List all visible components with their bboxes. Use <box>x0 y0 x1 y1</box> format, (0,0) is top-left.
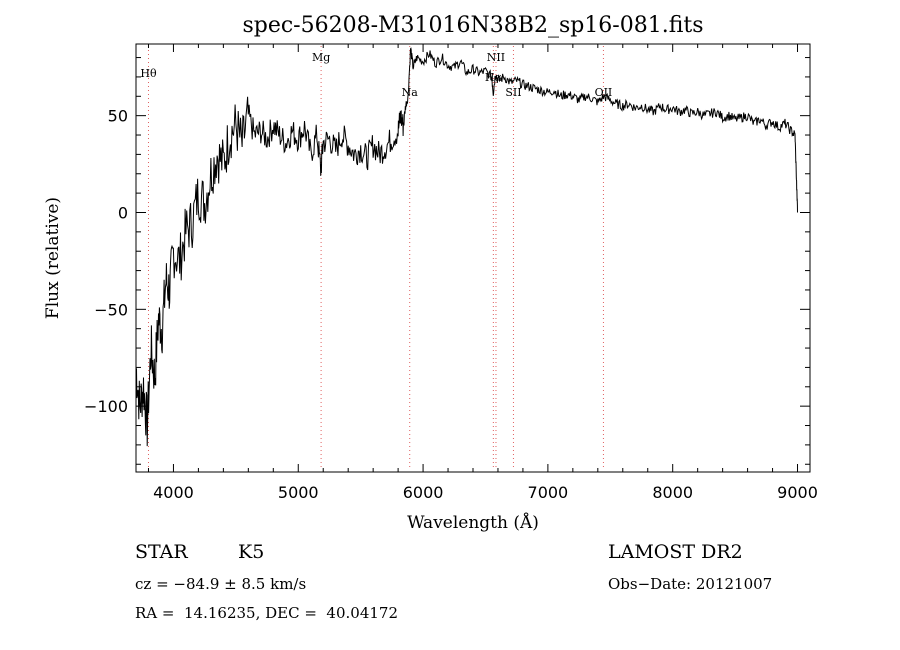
object-subclass: K5 <box>238 541 265 563</box>
spectral-line-label: SII <box>505 86 521 99</box>
redshift-text: cz = −84.9 ± 8.5 km/s <box>135 575 307 593</box>
x-tick-label: 7000 <box>528 483 569 502</box>
y-tick-label: −50 <box>94 300 128 319</box>
coordinates-text: RA = 14.16235, DEC = 40.04172 <box>135 604 399 622</box>
x-tick-label: 8000 <box>652 483 693 502</box>
obs-date: Obs−Date: 20121007 <box>608 575 773 593</box>
object-class: STAR <box>135 541 188 563</box>
x-axis-label: Wavelength (Å) <box>407 512 539 533</box>
axis-ticks: 4000 5000 6000 7000 8000 9000 −100 −50 0 50 <box>84 44 818 502</box>
y-tick-label: −100 <box>84 397 128 416</box>
x-tick-label: 4000 <box>153 483 194 502</box>
survey-name: LAMOST DR2 <box>608 541 743 563</box>
chart-title: spec-56208-M31016N38B2_sp16-081.fits <box>242 13 703 38</box>
y-axis-label: Flux (relative) <box>43 197 63 319</box>
x-tick-label: 9000 <box>777 483 818 502</box>
plot-frame <box>135 43 811 473</box>
spectral-line-label: Mg <box>312 51 330 64</box>
y-tick-label: 0 <box>118 203 128 222</box>
x-tick-label: 6000 <box>403 483 444 502</box>
spectral-line-label: Na <box>402 86 419 99</box>
y-tick-label: 50 <box>108 107 128 126</box>
x-tick-label: 5000 <box>278 483 319 502</box>
spectral-line-label: NII <box>487 51 505 64</box>
spectral-line-label: Hθ <box>140 67 157 80</box>
spectrum-line <box>135 47 798 447</box>
